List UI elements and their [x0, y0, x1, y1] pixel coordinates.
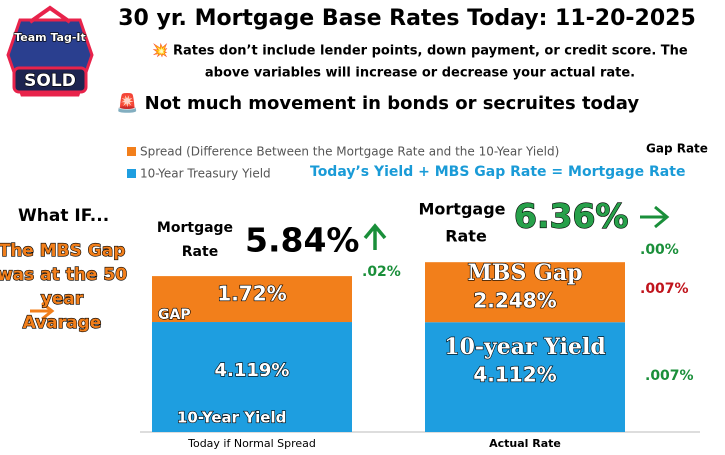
- alert: 🚨 Not much movement in bonds or secruite…: [116, 92, 639, 114]
- title: 30 yr. Mortgage Base Rates Today: 11-20-…: [118, 6, 696, 31]
- logo-sold: SOLD: [24, 71, 76, 91]
- annotation: The MBS Gap: [0, 241, 125, 261]
- arrow-right: [640, 205, 670, 229]
- bar-segment: [152, 322, 352, 432]
- rate: 5.84%: [245, 221, 360, 260]
- legend-swatch: [127, 147, 136, 156]
- annotation: Gap Rate: [646, 142, 708, 156]
- change: .007%: [640, 281, 689, 297]
- logo-text: Team Tag-It: [14, 31, 86, 44]
- segment-label: MBS Gap: [468, 260, 583, 286]
- bar-segment: [425, 322, 625, 432]
- formula: Today’s Yield + MBS Gap Rate = Mortgage …: [310, 164, 685, 180]
- value-label: 4.119%: [215, 360, 290, 381]
- change: .007%: [645, 368, 694, 384]
- segment-label: 10-Year Yield: [177, 409, 286, 427]
- rate: 6.36%: [514, 197, 629, 236]
- segment-label: GAP: [158, 307, 191, 323]
- legend-label: 10-Year Treasury Yield: [140, 167, 271, 181]
- annotation: Rate: [182, 244, 218, 260]
- logo: Team Tag-It SOLD: [6, 5, 94, 97]
- value-label: 2.248%: [473, 289, 556, 313]
- segment-label: 10-year Yield: [444, 334, 605, 360]
- value-label: 1.72%: [217, 282, 286, 306]
- arrow-right: [30, 301, 55, 321]
- x-tick-label: Today if Normal Spread: [187, 437, 316, 450]
- annotation: What IF...: [18, 206, 109, 226]
- bar-segment: [152, 276, 352, 323]
- subtitle: above variables will increase or decreas…: [205, 66, 635, 81]
- x-tick-label: Actual Rate: [489, 437, 561, 450]
- annotation: Mortgage: [157, 220, 233, 236]
- change: .02%: [362, 264, 401, 280]
- legend-label: Spread (Difference Between the Mortgage …: [140, 145, 559, 159]
- value-label: 4.112%: [473, 363, 556, 387]
- arrow-up: [363, 223, 387, 250]
- annotation: year: [41, 289, 84, 309]
- annotation: Rate: [445, 227, 487, 246]
- annotation: Avarage: [23, 313, 102, 333]
- change: .00%: [640, 242, 679, 258]
- annotation: Mortgage: [418, 200, 505, 219]
- bar-segment: [425, 262, 625, 323]
- legend-swatch: [127, 169, 136, 178]
- subtitle: 💥 Rates don’t include lender points, dow…: [152, 43, 688, 59]
- annotation: was at the 50: [0, 265, 127, 285]
